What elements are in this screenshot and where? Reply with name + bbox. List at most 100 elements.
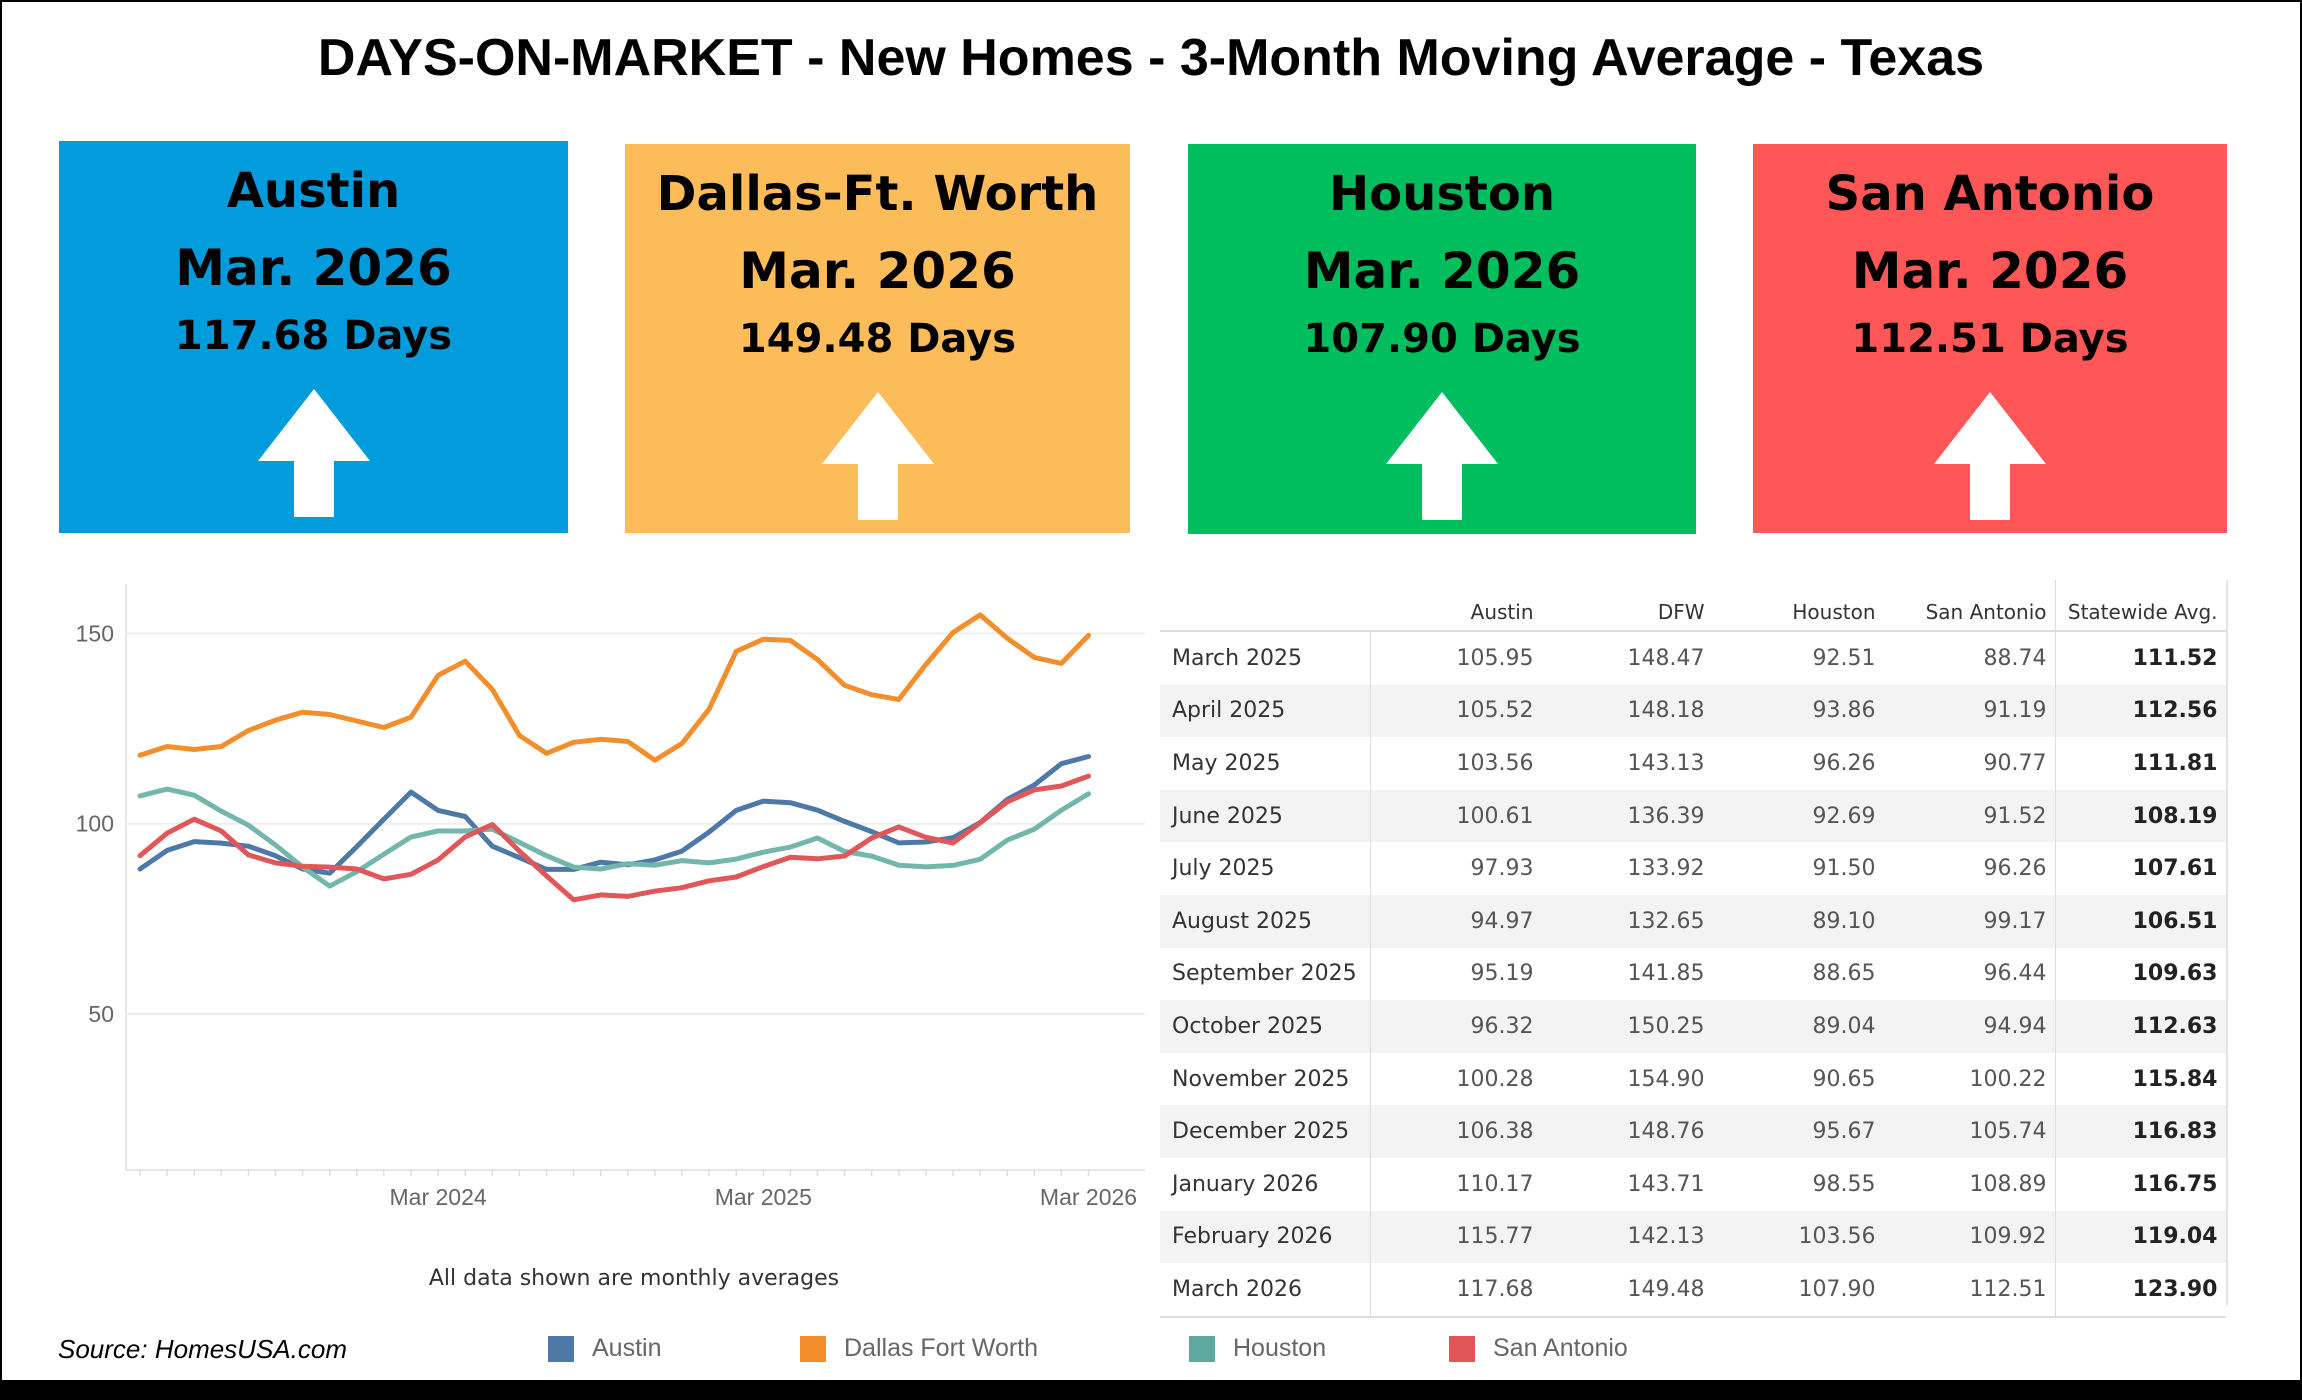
table-row: October 2025 96.32 150.25 89.04 94.94 112.63	[1160, 1000, 2226, 1053]
cell-value: 96.26	[1983, 856, 2047, 882]
cell-value: 142.13	[1541, 1210, 1713, 1264]
cell-value: 97.93	[1470, 856, 1534, 882]
series-line-dallas-fort-worth	[137, 612, 1091, 763]
legend-item[interactable]: Dallas Fort Worth	[800, 1334, 1038, 1363]
cell-value: 103.56	[1712, 1210, 1884, 1264]
card-days: 107.90 Days	[1303, 316, 1581, 362]
card-city: Houston	[1329, 166, 1555, 222]
cell-value: 96.32	[1370, 1000, 1542, 1053]
cell-value: 96.44	[1983, 961, 2047, 987]
cell-value: 106.51	[2054, 894, 2226, 948]
x-tick-label: Mar 2025	[715, 1184, 812, 1210]
row-month: July 2025	[1160, 842, 1371, 895]
row-month: January 2026	[1160, 1157, 1371, 1211]
line-chart: 50 100 150 Mar 2024 Mar 2025 Mar 2026	[76, 584, 1145, 1210]
row-month: May 2025	[1160, 737, 1371, 790]
table-row: March 2025 105.95 148.47 92.51 88.74 111.52	[1160, 631, 2226, 685]
cell-value: 133.92	[1627, 856, 1705, 882]
row-month: October 2025	[1160, 1000, 1371, 1053]
cell-value: 100.22	[1969, 1066, 2047, 1092]
cell-value: 106.38	[1370, 1105, 1542, 1158]
cell-value: 117.68	[1370, 1263, 1542, 1318]
cell-value: 116.83	[2054, 1105, 2226, 1158]
cell-value: 89.04	[1712, 1000, 1884, 1053]
cell-value: 115.77	[1370, 1210, 1542, 1264]
series-line-austin	[137, 754, 1091, 876]
legend-item[interactable]: San Antonio	[1449, 1334, 1628, 1363]
cell-value: 92.51	[1812, 645, 1876, 671]
data-table: Austin DFW Houston San Antonio Statewide Avg…	[1160, 580, 2226, 1318]
card-city: Dallas-Ft. Worth	[656, 166, 1099, 222]
legend-item[interactable]: Houston	[1189, 1334, 1326, 1363]
row-month: September 2025	[1160, 947, 1371, 1001]
legend-label: San Antonio	[1493, 1334, 1628, 1362]
cell-value: 95.67	[1712, 1105, 1884, 1158]
cell-value: 107.61	[2054, 842, 2226, 895]
card-date: Mar. 2026	[1851, 242, 2129, 300]
cell-value: 136.39	[1541, 789, 1713, 843]
up-arrow-icon	[1386, 392, 1498, 520]
column-header: San Antonio	[1883, 580, 2055, 632]
table-row: August 2025 94.97 132.65 89.10 99.17 106.51	[1160, 894, 2226, 948]
y-tick-label: 150	[76, 620, 114, 646]
cell-value: 94.94	[1883, 1000, 2055, 1053]
cell-value: 111.52	[2054, 631, 2226, 685]
table-row: June 2025 100.61 136.39 92.69 91.52 108.19	[1160, 789, 2226, 843]
cell-value: 110.17	[1456, 1171, 1534, 1197]
cell-value: 108.89	[1969, 1171, 2047, 1197]
cell-value: 93.86	[1712, 684, 1884, 738]
cell-value: 116.75	[2054, 1157, 2226, 1211]
card-days: 149.48 Days	[738, 316, 1017, 362]
x-tick-label: Mar 2026	[1040, 1184, 1137, 1210]
card-date: Mar. 2026	[739, 242, 1016, 300]
legend-swatch	[800, 1335, 826, 1362]
cell-value: 90.65	[1812, 1066, 1876, 1092]
cell-value: 100.28	[1456, 1066, 1534, 1092]
cell-value: 150.25	[1541, 1000, 1713, 1053]
cell-value: 154.90	[1627, 1066, 1705, 1092]
column-header	[1160, 580, 1371, 632]
cell-value: 105.74	[1883, 1105, 2055, 1158]
table-header-row: Austin DFW Houston San Antonio Statewide Avg…	[1160, 580, 2226, 632]
cell-value: 148.76	[1541, 1105, 1713, 1158]
column-header: Statewide Avg.	[2054, 580, 2226, 632]
up-arrow-icon	[1934, 392, 2046, 520]
cell-value: 119.04	[2054, 1210, 2226, 1264]
cell-value: 88.74	[1983, 645, 2047, 671]
card-city: Austin	[226, 163, 401, 219]
table-row: February 2026 115.77 142.13 103.56 109.92 119…	[1160, 1210, 2226, 1264]
y-tick-label: 50	[88, 1001, 114, 1027]
column-header: Houston	[1712, 580, 1884, 632]
row-month: March 2025	[1160, 631, 1371, 685]
cell-value: 100.61	[1370, 789, 1542, 843]
table-row: November 2025 100.28 154.90 90.65 100.22 115.…	[1160, 1052, 2226, 1106]
card-city: San Antonio	[1825, 166, 2155, 222]
cell-value: 96.26	[1812, 750, 1876, 776]
table-scrollbar[interactable]	[2226, 580, 2228, 1306]
legend-item[interactable]: Austin	[548, 1334, 661, 1363]
cell-value: 115.84	[2054, 1052, 2226, 1106]
table-row: May 2025 103.56 143.13 96.26 90.77 111.81	[1160, 737, 2226, 790]
cell-value: 99.17	[1883, 894, 2055, 948]
column-header: Austin	[1370, 580, 1542, 632]
cell-value: 91.19	[1883, 684, 2055, 738]
row-month: August 2025	[1160, 894, 1371, 948]
legend-swatch	[1189, 1335, 1215, 1362]
column-header: DFW	[1541, 580, 1713, 632]
cell-value: 103.56	[1456, 750, 1534, 776]
cell-value: 111.81	[2054, 737, 2226, 790]
up-arrow-icon	[257, 389, 370, 517]
summary-card-dallas-ft-worth: Dallas-Ft. Worth Mar. 2026 149.48 Days	[625, 144, 1130, 533]
cell-value: 108.19	[2054, 789, 2226, 843]
cell-value: 94.97	[1370, 894, 1542, 948]
legend-label: Austin	[592, 1334, 662, 1362]
cell-value: 90.77	[1983, 750, 2047, 776]
table-row: December 2025 106.38 148.76 95.67 105.74 116.…	[1160, 1105, 2226, 1158]
table-row: January 2026 110.17 143.71 98.55 108.89 116.7…	[1160, 1157, 2226, 1211]
table-row: March 2026 117.68 149.48 107.90 112.51 123.90	[1160, 1263, 2226, 1318]
page-title: DAYS-ON-MARKET - New Homes - 3-Month Mov…	[317, 29, 1985, 87]
cell-value: 109.63	[2054, 947, 2226, 1001]
cell-value: 149.48	[1541, 1263, 1713, 1318]
cell-value: 107.90	[1712, 1263, 1884, 1318]
